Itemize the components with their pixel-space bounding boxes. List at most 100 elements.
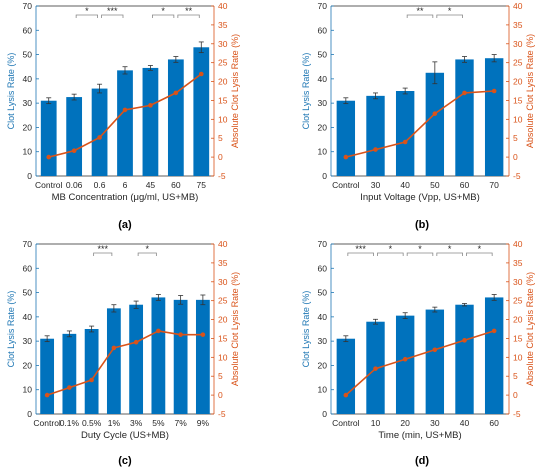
x-tick-label: Control (33, 418, 61, 428)
left-tick-label: 60 (23, 263, 33, 273)
significance-bracket (75, 14, 98, 18)
significance-bracket (406, 14, 434, 18)
bar (40, 338, 55, 414)
y-axis-label: Clot Lysis Rate (%) (301, 291, 311, 368)
left-tick-label: 30 (318, 98, 328, 108)
line-point (46, 154, 52, 160)
x-tick-label: 3% (130, 418, 143, 428)
right-tick-label: 15 (218, 95, 228, 105)
x-tick-label: 5% (152, 418, 165, 428)
left-tick-label: 50 (318, 288, 328, 298)
x-tick-label: 30 (430, 418, 440, 428)
significance-bracket (101, 14, 124, 18)
right-tick-label: 25 (513, 58, 523, 68)
significance-label: ** (185, 6, 193, 16)
left-tick-label: 60 (318, 263, 328, 273)
right-tick-label: 5 (218, 133, 223, 143)
panel-label: (c) (118, 455, 132, 467)
right-tick-label: 40 (513, 1, 523, 11)
x-tick-label: 0.5% (82, 418, 102, 428)
left-tick-label: 20 (23, 122, 33, 132)
bar (40, 100, 57, 176)
significance-bracket (152, 14, 175, 18)
line-point (198, 71, 204, 77)
significance-label: * (478, 244, 482, 254)
x-tick-label: 75 (197, 180, 207, 190)
significance-label: * (85, 6, 89, 16)
right-tick-label: 20 (218, 77, 228, 87)
significance-label: *** (107, 6, 118, 16)
right-tick-label: 40 (218, 1, 228, 11)
left-tick-label: 10 (318, 147, 328, 157)
bar (484, 297, 504, 414)
right-tick-label: 25 (218, 296, 228, 306)
x-axis-label: Time (min, US+MB) (378, 430, 461, 441)
right-tick-label: 35 (218, 258, 228, 268)
bar (455, 59, 474, 176)
right-tick-label: 20 (513, 315, 523, 325)
left-tick-label: 40 (318, 312, 328, 322)
left-tick-label: 40 (23, 74, 33, 84)
bar (336, 100, 356, 176)
x-tick-label: 40 (460, 418, 470, 428)
line-point (97, 135, 102, 140)
right-tick-label: 20 (513, 77, 523, 87)
significance-label: * (161, 6, 165, 16)
x-tick-label: 40 (400, 180, 410, 190)
right-tick-label: 20 (218, 315, 228, 325)
bar (142, 67, 159, 176)
chart-panel-4: 0 10 20 30 40 50 60 70 -5 0 5 10 15 20 25 30 35 40 Control… (301, 239, 535, 467)
bar (366, 95, 385, 176)
line-point (200, 332, 206, 337)
bar (62, 333, 77, 414)
right-tick-label: 5 (513, 371, 518, 381)
left-tick-label: 0 (322, 171, 327, 181)
x-tick-label: 6 (123, 180, 128, 190)
left-tick-label: 30 (23, 336, 33, 346)
line-point (44, 392, 50, 398)
x-tick-label: 60 (460, 180, 470, 190)
x-tick-label: 9% (197, 418, 210, 428)
x-tick-label: Control (332, 418, 360, 428)
bar (395, 91, 415, 176)
significance-label: * (389, 244, 393, 254)
x-tick-label: Control (332, 180, 360, 190)
right-tick-label: 15 (513, 95, 523, 105)
line-point (67, 385, 72, 390)
left-tick-label: 10 (23, 385, 33, 395)
right-tick-label: 10 (513, 352, 523, 362)
x-tick-label: 70 (489, 180, 499, 190)
bar (84, 329, 99, 414)
left-tick-label: 10 (23, 147, 33, 157)
right-tick-label: 0 (218, 152, 223, 162)
significance-label: *** (355, 244, 366, 254)
right-tick-label: 10 (218, 114, 228, 124)
right-tick-label: 35 (513, 20, 523, 30)
bar (425, 72, 445, 176)
right-tick-label: 30 (218, 39, 228, 49)
y-axis-label-right: Absolute Clot Lysis Rate (%) (230, 34, 240, 148)
panel-label: (d) (415, 455, 429, 467)
left-tick-label: 10 (318, 385, 328, 395)
line-point (462, 90, 467, 96)
bar (425, 309, 445, 414)
absolute-rate-line (46, 330, 203, 396)
x-tick-label: 0.6 (94, 180, 106, 190)
panel-label: (b) (415, 219, 429, 231)
bar (193, 47, 210, 177)
y-axis-label: Clot Lysis Rate (%) (6, 53, 16, 130)
right-tick-label: 25 (218, 58, 228, 68)
significance-bracket (466, 252, 493, 256)
y-axis-label: Clot Lysis Rate (%) (6, 291, 16, 368)
right-tick-label: 5 (218, 371, 223, 381)
x-axis-label: Duty Cycle (US+MB) (81, 430, 169, 441)
bar (106, 308, 121, 414)
x-tick-label: 10 (371, 418, 381, 428)
right-tick-label: -5 (218, 171, 226, 181)
x-tick-label: 60 (489, 418, 499, 428)
right-tick-label: 10 (218, 352, 228, 362)
line-point (491, 328, 497, 334)
left-tick-label: 30 (23, 98, 33, 108)
left-tick-label: 70 (23, 1, 33, 11)
